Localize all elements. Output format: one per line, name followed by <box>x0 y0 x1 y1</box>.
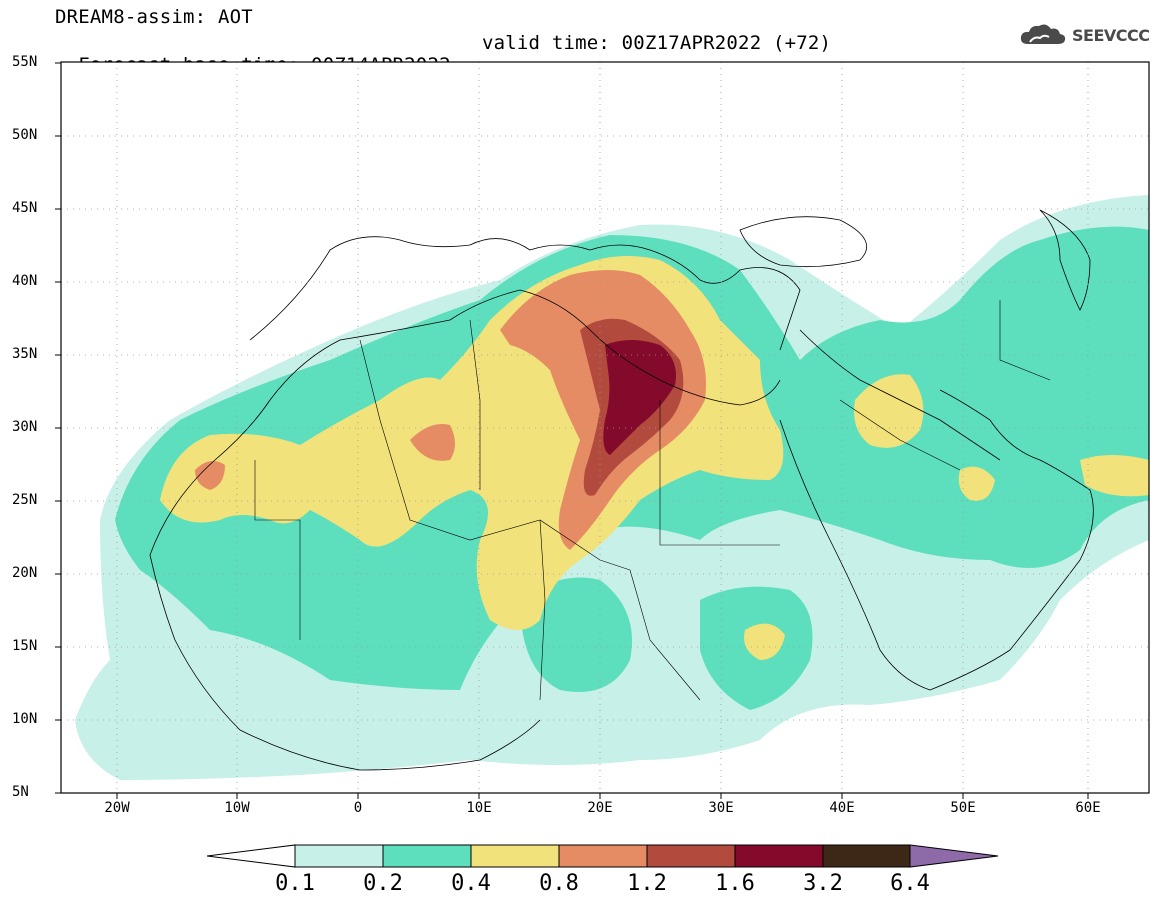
lat-label: 30N <box>12 419 38 435</box>
colorbar-label: 0.8 <box>539 871 579 896</box>
valid-time: valid time: 00Z17APR2022 (+72) <box>482 32 832 54</box>
coastlines <box>149 209 1094 771</box>
lat-label: 40N <box>12 273 38 289</box>
colorbar-label: 0.2 <box>363 871 403 896</box>
colorbar-bin-1 <box>294 844 384 868</box>
lon-label: 20W <box>104 800 130 816</box>
aot-field <box>61 62 1149 793</box>
colorbar-label: 0.4 <box>451 871 491 896</box>
lon-label: 40E <box>829 800 855 816</box>
lat-label: 35N <box>12 346 38 362</box>
lon-label: 60E <box>1075 800 1101 816</box>
colorbar-label: 6.4 <box>890 871 930 896</box>
colorbar-bin-2 <box>382 844 472 868</box>
colorbar-bin-4 <box>558 844 648 868</box>
logo-text: SEEVCCC <box>1072 25 1150 45</box>
lon-label: 10E <box>466 800 492 816</box>
lat-label: 25N <box>12 492 38 508</box>
lon-label: 20E <box>587 800 613 816</box>
chart-title: DREAM8-assim: AOT <box>55 6 253 28</box>
colorbar-bin-3 <box>470 844 560 868</box>
colorbar-bin-5 <box>646 844 736 868</box>
lat-label: 55N <box>12 54 38 70</box>
colorbar-label: 3.2 <box>803 871 843 896</box>
colorbar-label: 0.1 <box>275 871 315 896</box>
lat-label: 15N <box>12 638 38 654</box>
lon-label: 30E <box>708 800 734 816</box>
lon-label: 0 <box>353 800 363 816</box>
gridlines <box>61 62 1149 793</box>
axis-ticks <box>55 62 1089 799</box>
seevccc-logo: SEEVCCC <box>1018 22 1150 48</box>
colorbar <box>206 844 999 868</box>
colorbar-label: 1.2 <box>627 871 667 896</box>
lon-label: 50E <box>950 800 976 816</box>
colorbar-label: 1.6 <box>715 871 755 896</box>
lat-label: 5N <box>12 784 29 800</box>
lat-label: 50N <box>12 127 38 143</box>
lat-label: 20N <box>12 565 38 581</box>
aot-contour-1.6 <box>603 340 676 455</box>
lon-label: 10W <box>224 800 250 816</box>
lat-label: 10N <box>12 711 38 727</box>
colorbar-bin-7 <box>822 844 911 868</box>
colorbar-bin-6 <box>734 844 824 868</box>
colorbar-over-triangle <box>909 844 999 868</box>
cloud-icon <box>1020 24 1066 44</box>
colorbar-under-triangle <box>206 844 296 868</box>
lat-label: 45N <box>12 200 38 216</box>
